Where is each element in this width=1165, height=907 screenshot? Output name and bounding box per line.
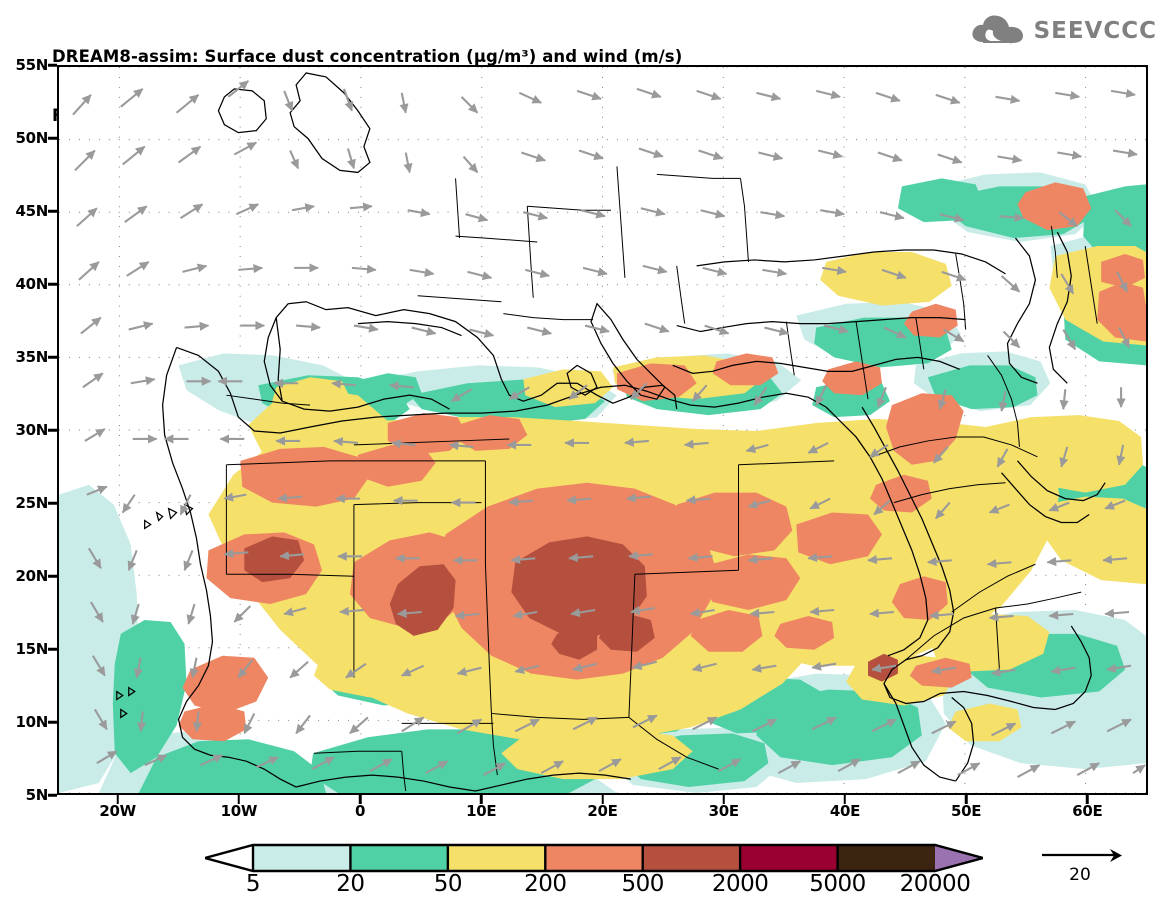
lon-tick-mark bbox=[843, 795, 847, 804]
colorbar-tick-label: 5 bbox=[245, 871, 261, 897]
lat-tick-mark bbox=[48, 428, 57, 432]
lon-tick-label: 50E bbox=[951, 802, 982, 820]
lon-tick-label: 10W bbox=[220, 802, 258, 820]
wind-vector-field bbox=[72, 80, 1146, 779]
lon-tick-label: 0 bbox=[354, 802, 366, 820]
colorbar-tick-label: 500 bbox=[621, 871, 665, 897]
lat-tick-label: 35N bbox=[15, 348, 48, 366]
lat-tick-mark bbox=[48, 720, 57, 724]
lon-tick-mark bbox=[601, 795, 604, 804]
lat-tick-label: 20N bbox=[15, 567, 48, 585]
colorbar-tick-label: 50 bbox=[433, 871, 463, 897]
lon-tick-label: 30E bbox=[708, 802, 740, 820]
lat-tick-label: 30N bbox=[15, 421, 48, 439]
colorbar-segment bbox=[350, 845, 448, 871]
wind-key-value: 20 bbox=[1069, 865, 1091, 885]
lat-tick-label: 10N bbox=[15, 713, 48, 731]
lat-tick-mark bbox=[48, 282, 57, 286]
colorbar-tick-label: 2000 bbox=[711, 871, 769, 897]
lat-tick-label: 50N bbox=[15, 129, 48, 147]
lat-tick-label: 25N bbox=[15, 494, 48, 512]
map-plot-area[interactable] bbox=[57, 65, 1148, 795]
lat-tick-mark bbox=[48, 793, 57, 797]
colorbar-swatches bbox=[205, 843, 983, 873]
lat-tick-label: 45N bbox=[15, 202, 48, 220]
lon-tick-label: 10E bbox=[466, 802, 497, 820]
lat-tick-label: 55N bbox=[15, 56, 48, 74]
colorbar-cap-high bbox=[935, 845, 983, 871]
colorbar-tick-label: 20000 bbox=[899, 871, 971, 897]
colorbar-segment bbox=[447, 845, 546, 871]
lat-tick-mark bbox=[48, 647, 57, 651]
wind-scale-key: 20 bbox=[1040, 846, 1126, 885]
wind-arrow-icon bbox=[1042, 849, 1122, 862]
lon-tick-label: 20W bbox=[99, 802, 136, 820]
lon-tick-mark bbox=[116, 795, 119, 804]
lat-tick-label: 15N bbox=[15, 640, 48, 658]
seevccc-logo: SEEVCCC bbox=[969, 12, 1157, 50]
dust-band-500-2000 bbox=[244, 536, 898, 682]
colorbar-cap-low bbox=[205, 845, 253, 871]
lon-tick-mark bbox=[358, 795, 362, 804]
lat-tick-mark bbox=[48, 355, 57, 359]
lon-tick-mark bbox=[480, 795, 483, 804]
dust-concentration-map bbox=[59, 67, 1146, 793]
colorbar-segment bbox=[545, 845, 643, 871]
lon-tick-label: 60E bbox=[1072, 802, 1103, 820]
colorbar-tick-label: 200 bbox=[524, 871, 567, 897]
lat-tick-label: 5N bbox=[25, 786, 49, 804]
lon-tick-mark bbox=[237, 795, 241, 804]
colorbar[interactable] bbox=[205, 843, 983, 873]
colorbar-segment bbox=[740, 845, 838, 871]
logo-text: SEEVCCC bbox=[1033, 18, 1157, 44]
lat-tick-mark bbox=[48, 209, 57, 213]
colorbar-tick-label: 5000 bbox=[809, 871, 866, 897]
colorbar-tick-label: 20 bbox=[336, 871, 365, 897]
lon-tick-mark bbox=[722, 795, 725, 804]
lon-tick-mark bbox=[1086, 795, 1089, 804]
colorbar-segment bbox=[253, 845, 351, 871]
colorbar-segment bbox=[837, 845, 935, 871]
lat-tick-mark bbox=[48, 63, 57, 67]
lat-tick-label: 40N bbox=[15, 275, 48, 293]
lon-tick-label: 40E bbox=[829, 802, 861, 820]
lon-tick-mark bbox=[964, 795, 968, 804]
lon-tick-label: 20E bbox=[587, 802, 618, 820]
lat-tick-mark bbox=[48, 136, 57, 140]
lat-tick-mark bbox=[48, 574, 57, 578]
lat-tick-mark bbox=[48, 501, 57, 505]
cloud-icon bbox=[969, 12, 1027, 50]
colorbar-segment bbox=[642, 845, 741, 871]
page-title: DREAM8-assim: Surface dust concentration… bbox=[52, 47, 683, 66]
